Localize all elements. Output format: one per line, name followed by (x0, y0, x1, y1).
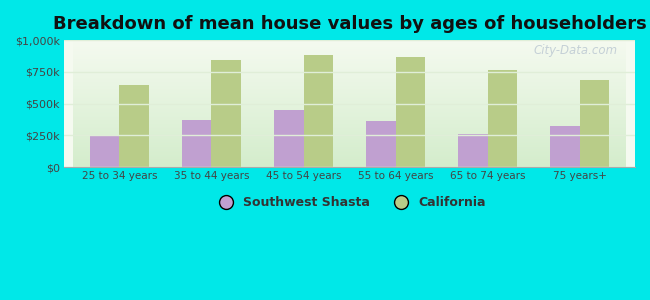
Title: Breakdown of mean house values by ages of householders: Breakdown of mean house values by ages o… (53, 15, 647, 33)
Bar (580, 80, 609, 167)
Bar (90, 136, 120, 167)
Bar (551, 126, 580, 167)
Text: City-Data.com: City-Data.com (534, 44, 618, 57)
Bar (211, 61, 241, 167)
Bar (396, 57, 425, 167)
Legend: Southwest Shasta, California: Southwest Shasta, California (208, 191, 491, 214)
Bar (120, 85, 149, 167)
Bar (274, 110, 304, 167)
Bar (458, 134, 488, 167)
Bar (488, 70, 517, 167)
Bar (366, 121, 396, 167)
Bar (304, 56, 333, 167)
Bar (182, 120, 211, 167)
